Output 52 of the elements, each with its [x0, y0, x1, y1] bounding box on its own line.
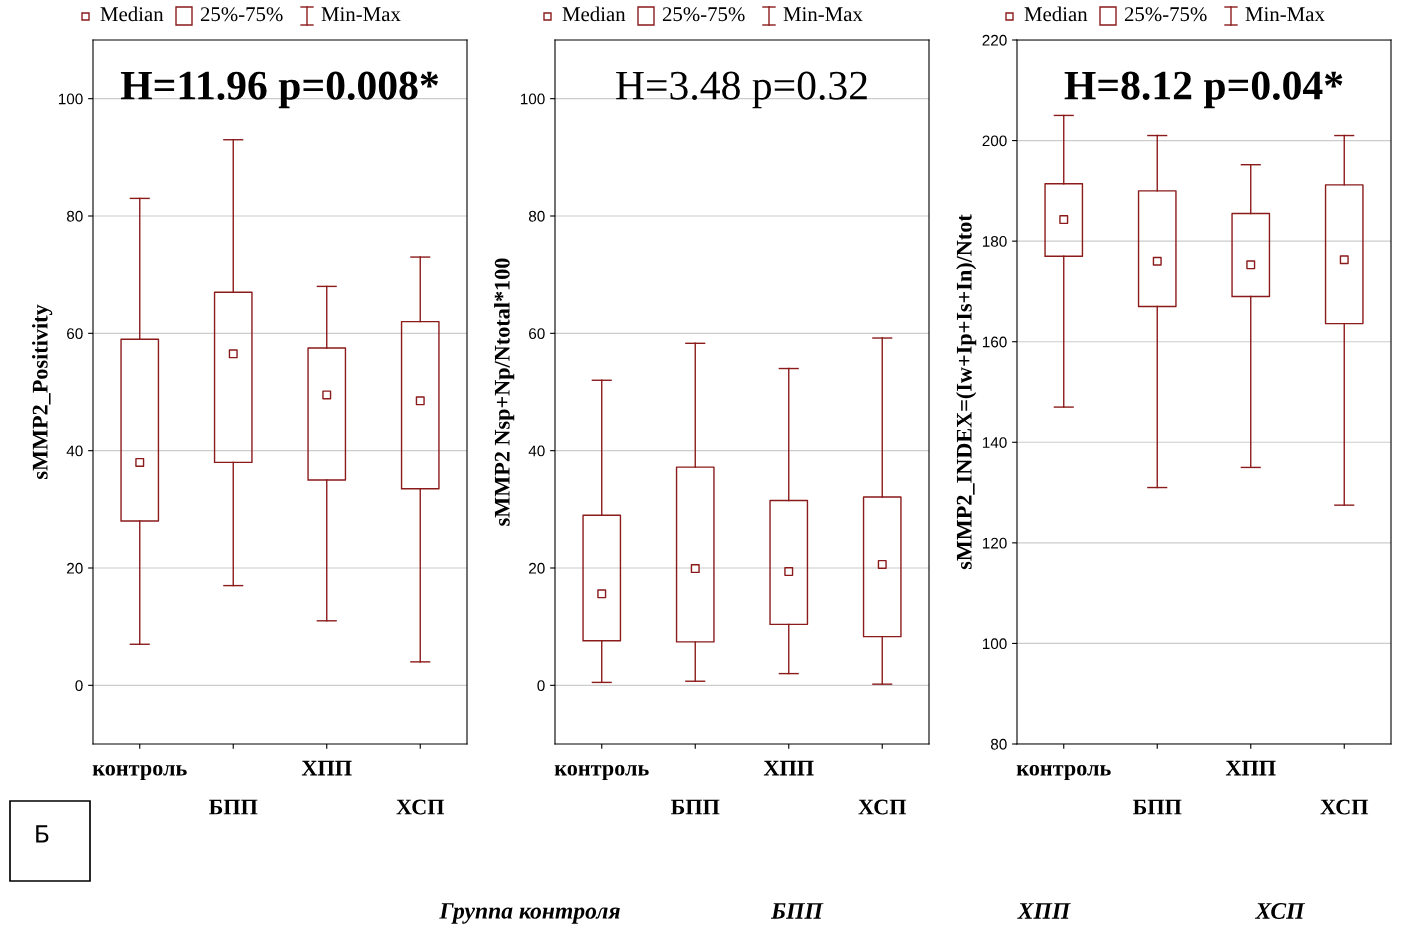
text: ХСП — [1254, 903, 1306, 919]
annotation: H=8.12 p=0.04* — [1064, 71, 1343, 109]
x-tick-label: БПП — [1133, 799, 1182, 815]
text: 25%-75% — [200, 7, 283, 22]
x-tick-label: ХПП — [301, 760, 352, 776]
text: Median — [562, 6, 626, 22]
y-tick-label: 120 — [982, 537, 1007, 549]
x-tick-label: ХСП — [858, 799, 907, 815]
x-tick-label: ХПП — [1225, 760, 1276, 776]
x-tick-label: БПП — [671, 799, 720, 815]
y-tick-label: 40 — [66, 445, 83, 457]
x-tick-label: контроль — [1016, 764, 1111, 781]
y-tick-label: 80 — [990, 738, 1007, 750]
y-tick-label: 100 — [58, 93, 83, 105]
text: Min-Max — [1245, 7, 1325, 22]
x-tick-label: контроль — [554, 764, 649, 781]
text: 25%-75% — [1124, 7, 1207, 22]
text: Median — [100, 6, 164, 22]
y-tick-label: 80 — [66, 210, 83, 222]
y-tick-label: 200 — [982, 135, 1007, 147]
y-tick-label: 80 — [528, 210, 545, 222]
text: Б — [36, 825, 49, 843]
y-tick-label: 140 — [982, 437, 1007, 448]
y-tick-label: 0 — [537, 680, 545, 692]
y-tick-label: 0 — [75, 680, 83, 692]
annotation: H=11.96 p=0.008* — [120, 71, 439, 109]
y-tick-label: 100 — [520, 93, 545, 105]
y-tick-label: 60 — [529, 328, 545, 340]
y-axis-title: sMMP2_Positivity — [32, 304, 53, 479]
text: Группа контроля — [439, 903, 620, 924]
x-tick-label: ХСП — [1320, 799, 1369, 815]
annotation: H=3.48 p=0.32 — [616, 71, 867, 109]
y-tick-label: 40 — [528, 445, 545, 457]
y-tick-label: 100 — [982, 638, 1007, 650]
text: Min-Max — [783, 7, 863, 22]
y-tick-label: 60 — [67, 328, 83, 340]
y-tick-label: 180 — [982, 236, 1007, 247]
x-tick-label: контроль — [92, 764, 187, 781]
x-tick-label: БПП — [209, 799, 258, 815]
text: Min-Max — [321, 7, 401, 22]
y-tick-label: 20 — [529, 562, 545, 574]
text: БПП — [770, 903, 824, 919]
y-tick-label: 160 — [982, 336, 1007, 348]
text: ХПП — [1017, 903, 1071, 919]
text: 25%-75% — [662, 7, 745, 22]
y-tick-label: 20 — [67, 562, 83, 574]
text: Median — [1024, 6, 1088, 22]
y-axis-title: sMMP2 Nsp+Np/Ntotal*100 — [494, 258, 515, 526]
x-tick-label: ХСП — [396, 799, 445, 815]
y-axis-title: sMMP2_INDEX=(Iw+Ip+Is+In)/Ntot — [956, 214, 977, 570]
x-tick-label: ХПП — [763, 760, 814, 776]
y-tick-label: 220 — [982, 34, 1007, 46]
